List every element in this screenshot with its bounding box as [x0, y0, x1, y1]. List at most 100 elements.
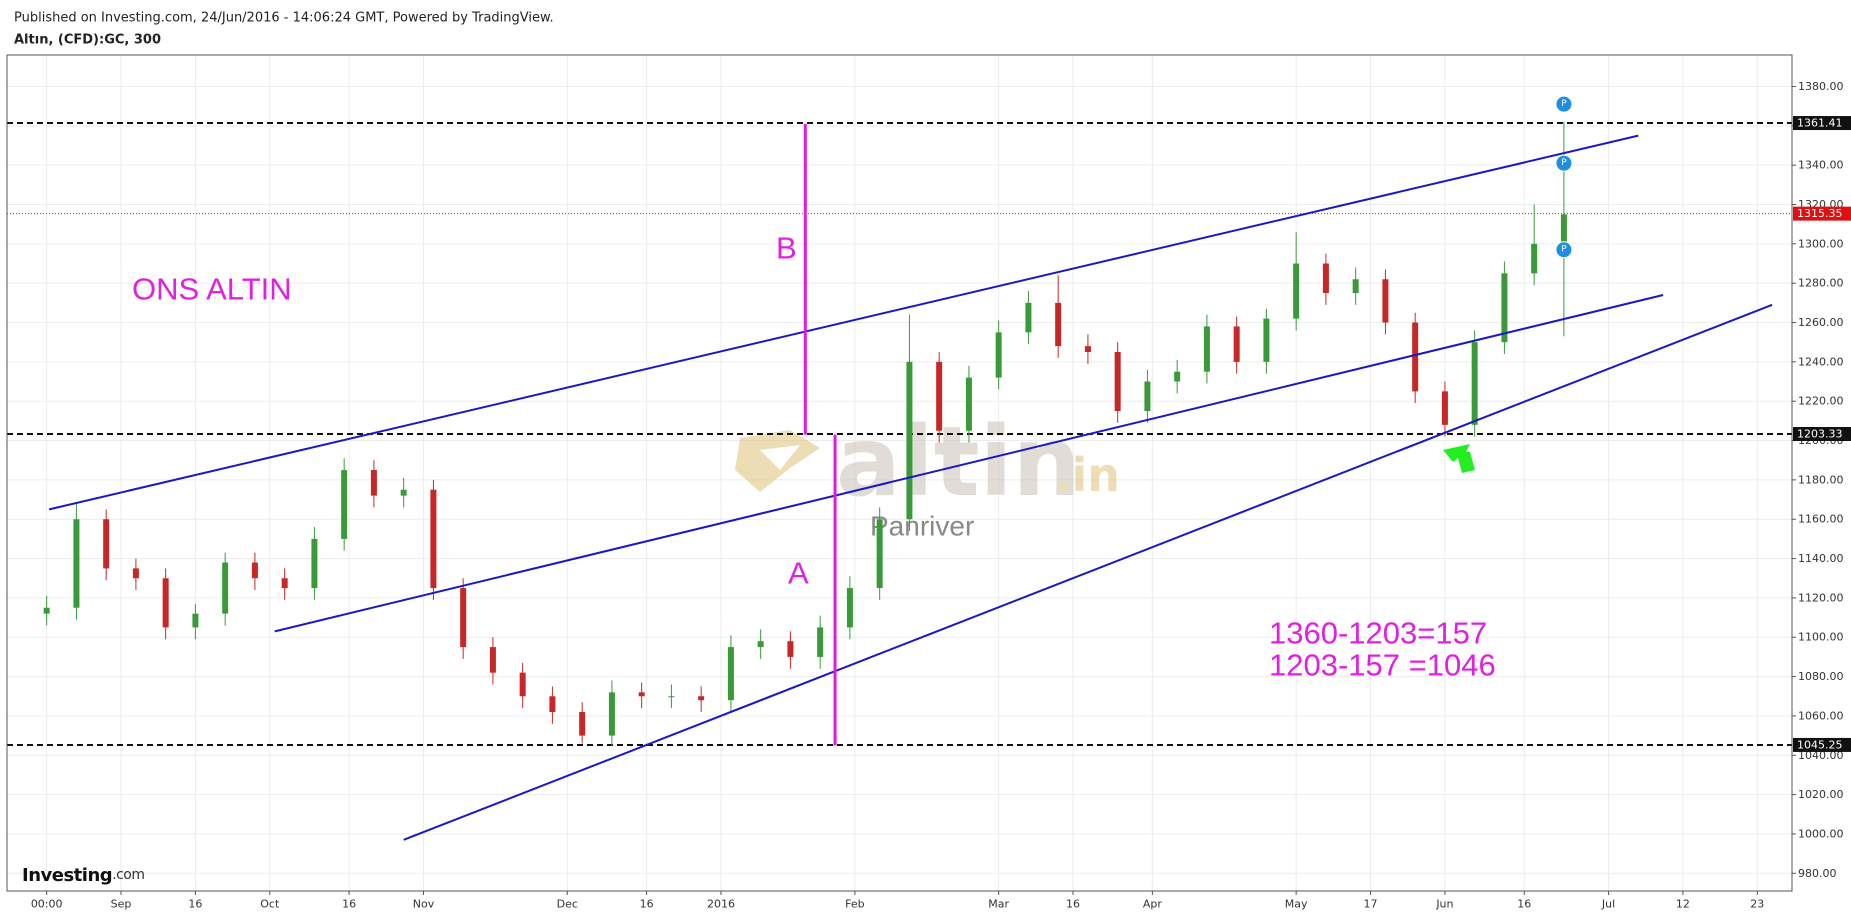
annotation-title: ONS ALTIN [132, 272, 292, 307]
candle-body [489, 647, 496, 673]
candle-body [787, 641, 794, 657]
x-tick-label: Apr [1143, 898, 1163, 911]
candle-body [1322, 263, 1329, 294]
candle-body [757, 641, 764, 648]
y-tick-label: 1040.00 [1798, 749, 1844, 762]
candle-body [995, 332, 1002, 378]
x-tick-label: 2016 [707, 898, 735, 911]
trend-line [274, 294, 1664, 633]
x-tick-label: 17 [1364, 898, 1378, 911]
y-tick-label: 1280.00 [1798, 277, 1844, 290]
logo-name: Investing [22, 865, 112, 886]
x-tick-label: 16 [1066, 898, 1080, 911]
plot-frame [6, 54, 1793, 892]
candle-body [638, 692, 645, 697]
y-tick-label: 1260.00 [1798, 316, 1844, 329]
level-tag [1793, 116, 1851, 131]
event-label: P [1561, 245, 1567, 255]
candle-body [1441, 391, 1448, 425]
x-tick-label: Jun [1435, 898, 1453, 911]
annotation-b: B [776, 231, 797, 266]
candle-body [1025, 302, 1032, 333]
y-tick-label: 1140.00 [1798, 552, 1844, 565]
last-price-tag [1793, 206, 1851, 221]
watermark-suffix: .in [1054, 448, 1120, 502]
logo-name: Investing.com [22, 865, 145, 886]
event-label: P [1561, 158, 1567, 168]
candle-body [311, 538, 318, 589]
x-tick-label: 23 [1750, 898, 1764, 911]
axes: 980.00 1000.00 1020.00 1040.00 1060.00 1080.0… [31, 80, 1851, 911]
candle-body [162, 578, 169, 628]
candle-body [817, 627, 824, 657]
candle-body [132, 568, 139, 579]
green-arrow [1443, 444, 1475, 473]
event-label: P [1561, 99, 1567, 109]
y-tick-label: 1060.00 [1798, 709, 1844, 722]
level-label: 1045.25 [1797, 738, 1843, 751]
x-tick-label: 16 [342, 898, 356, 911]
y-tick-label: 1120.00 [1798, 591, 1844, 604]
candle-body [668, 696, 675, 698]
candle-body [1412, 322, 1419, 392]
y-tick-label: 1240.00 [1798, 355, 1844, 368]
x-tick-label: 12 [1676, 898, 1690, 911]
x-tick-label: Nov [413, 898, 435, 911]
annotation-a: A [788, 556, 809, 591]
trend-line [403, 303, 1773, 841]
x-tick-label: Feb [845, 898, 864, 911]
candle-body [1501, 273, 1508, 343]
logo-suffix: .com [112, 867, 144, 883]
watermark-brand: altin [836, 406, 1081, 518]
candle-body [1471, 342, 1478, 425]
candle-body [936, 361, 943, 431]
symbol: Altın, (CFD):GC, 300 [14, 33, 161, 48]
level-label: 1361.41 [1797, 117, 1843, 130]
candle-body [965, 377, 972, 431]
candle-body [906, 361, 913, 520]
event-marker [1555, 95, 1573, 113]
y-tick-label: 1380.00 [1798, 80, 1844, 93]
candle-body [1144, 381, 1151, 412]
candle-body [370, 470, 377, 496]
candle-body [1055, 302, 1062, 347]
candle-body [698, 696, 705, 701]
candle-body [43, 607, 50, 614]
plot: P P P [7, 95, 1792, 841]
candle-body [876, 519, 883, 589]
candle-body [1293, 263, 1300, 319]
candle-body [222, 562, 229, 614]
annotation-calc: 1203-157 =1046 [1269, 648, 1496, 683]
y-tick-label: 1000.00 [1798, 827, 1844, 840]
candle-body [579, 711, 586, 736]
watermark-author: Panriver [870, 511, 974, 542]
level-label: 1203.33 [1797, 427, 1843, 440]
candle-body [1263, 318, 1270, 362]
candle-body [73, 519, 80, 608]
x-tick-label: 16 [1517, 898, 1531, 911]
candle-body [1233, 326, 1240, 362]
candle-body [1352, 279, 1359, 294]
y-tick-label: 1080.00 [1798, 670, 1844, 683]
candle-body [519, 672, 526, 697]
x-tick-label: Mar [988, 898, 1009, 911]
level-tag [1793, 737, 1851, 752]
candle-body [1560, 214, 1567, 244]
candle-body [1084, 346, 1091, 353]
candle-body [608, 692, 615, 736]
y-tick-label: 1300.00 [1798, 237, 1844, 250]
candle-body [1203, 326, 1210, 372]
y-tick-label: 1160.00 [1798, 513, 1844, 526]
y-tick-label: 1100.00 [1798, 631, 1844, 644]
candle-body [460, 588, 467, 648]
x-tick-label: 16 [188, 898, 202, 911]
candle-body [430, 489, 437, 589]
annotation-calc: 1360-1203=157 [1269, 616, 1487, 651]
level-tag [1793, 426, 1851, 441]
candle-body [727, 647, 734, 701]
watermark: altin .in [735, 406, 1120, 518]
candle-body [103, 519, 110, 569]
trend-line [48, 134, 1639, 511]
